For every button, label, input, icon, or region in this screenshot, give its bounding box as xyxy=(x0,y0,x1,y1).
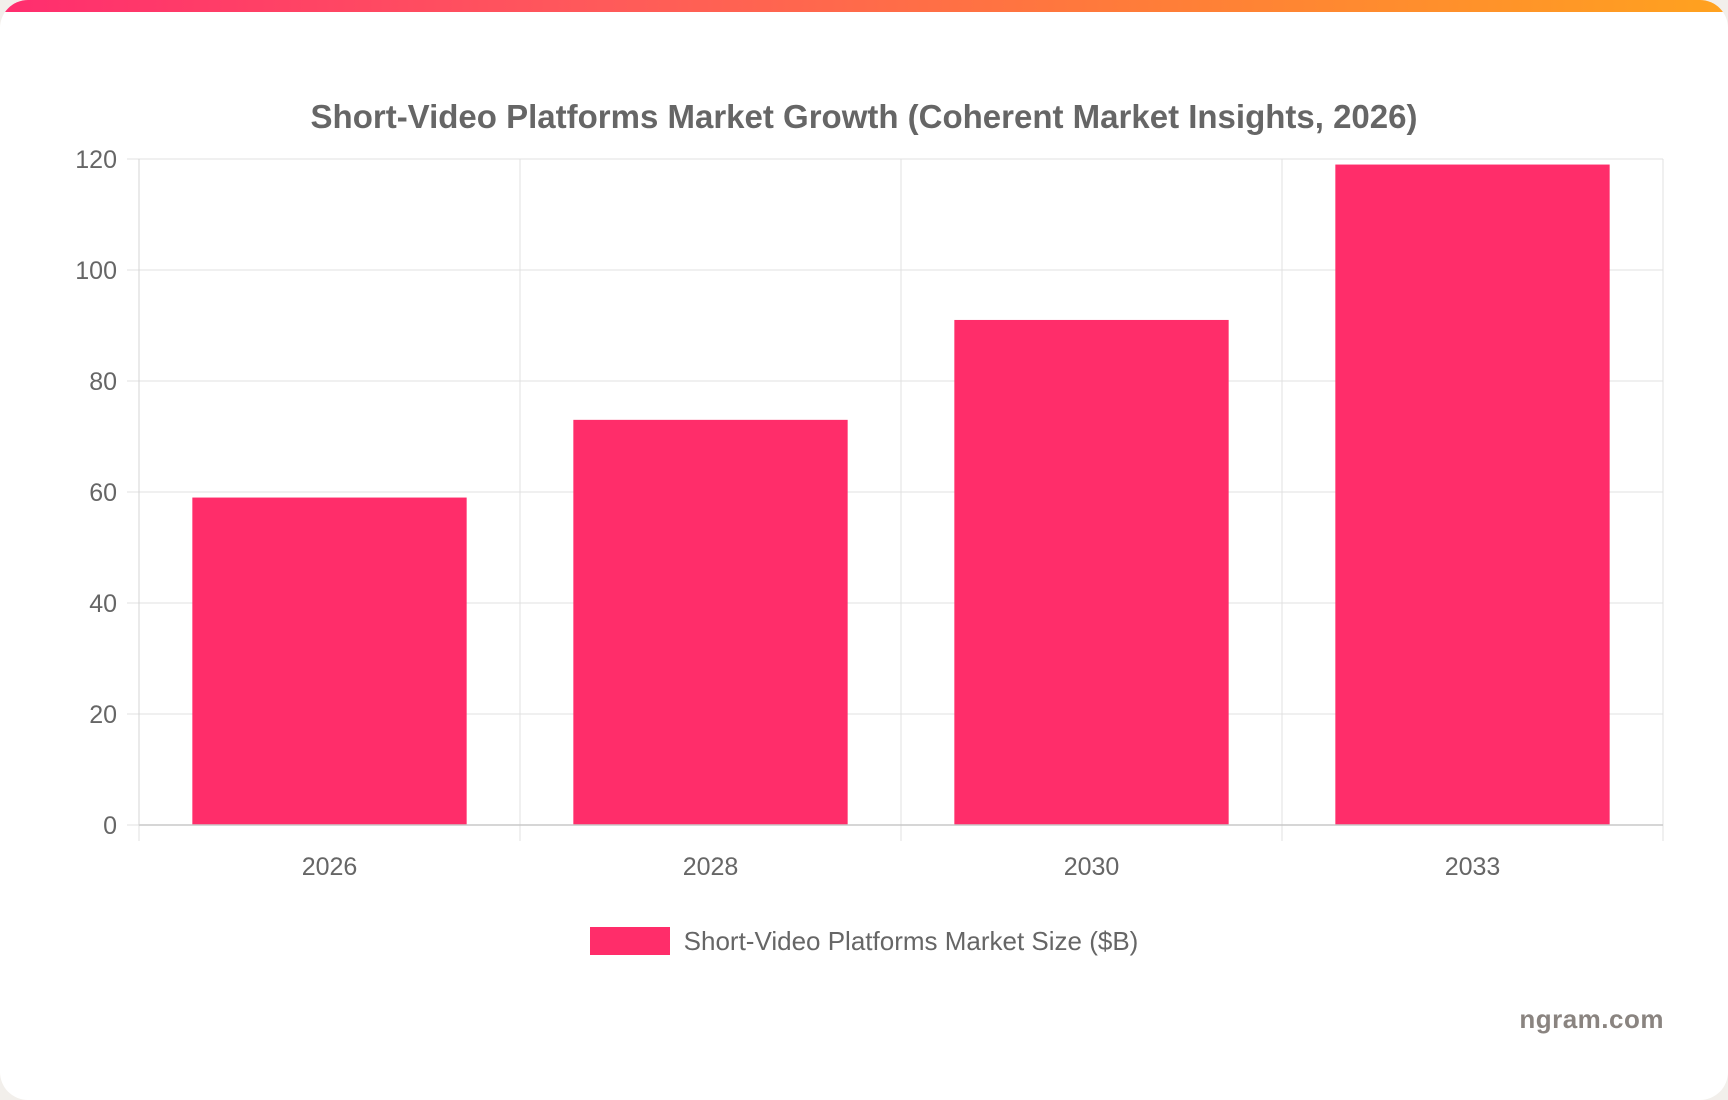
x-tick-label: 2030 xyxy=(1064,853,1120,881)
bars xyxy=(192,164,1610,826)
y-tick-label: 0 xyxy=(103,812,117,840)
y-tick-label: 40 xyxy=(89,590,117,618)
tick-labels: 0 20 40 60 80 100 120 2026 2028 2030 2033 xyxy=(75,146,1500,881)
bar-2028[interactable] xyxy=(573,419,848,825)
x-tick-label: 2033 xyxy=(1445,853,1501,881)
bar-2033[interactable] xyxy=(1335,164,1610,826)
x-tick-label: 2026 xyxy=(302,853,358,881)
brand-watermark: ngram.com xyxy=(1519,1004,1664,1034)
bar-2026[interactable] xyxy=(192,497,467,825)
y-tick-label: 20 xyxy=(89,701,117,729)
bar-2030[interactable] xyxy=(954,319,1229,825)
chart-title: Short-Video Platforms Market Growth (Coh… xyxy=(311,98,1418,135)
y-tick-label: 100 xyxy=(75,257,117,285)
accent-gradient-bar xyxy=(0,0,1728,12)
legend-label: Short-Video Platforms Market Size ($B) xyxy=(683,925,1139,956)
axes xyxy=(127,158,1664,841)
legend-swatch xyxy=(589,927,670,955)
y-tick-label: 120 xyxy=(75,146,117,174)
y-tick-label: 60 xyxy=(89,479,117,507)
x-tick-label: 2028 xyxy=(683,853,739,881)
legend[interactable]: Short-Video Platforms Market Size ($B) xyxy=(0,924,1728,958)
y-tick-label: 80 xyxy=(89,368,117,396)
